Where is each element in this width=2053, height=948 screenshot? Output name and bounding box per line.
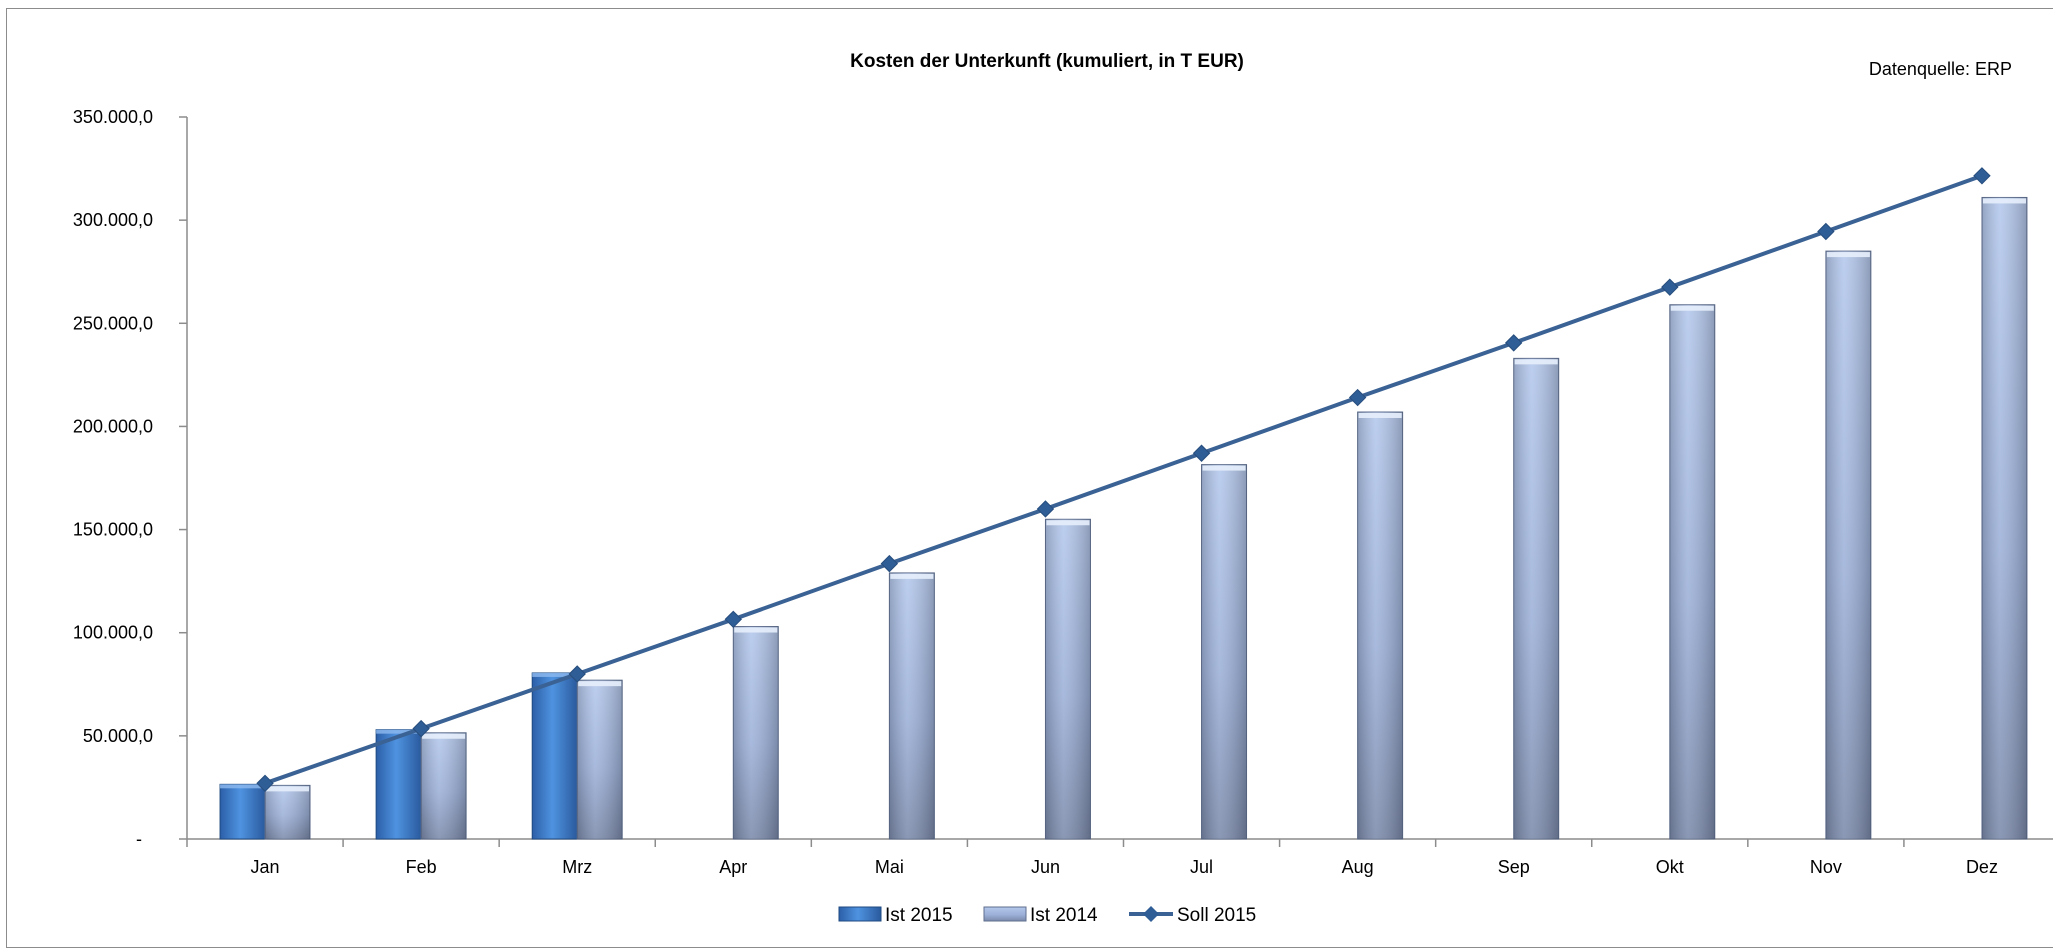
chart-title: Kosten der Unterkunft (kumuliert, in T E… bbox=[850, 51, 1244, 72]
x-tick-label: Feb bbox=[406, 857, 437, 877]
bar-ist-2014-top bbox=[1202, 465, 1246, 471]
soll-2015-point bbox=[1817, 222, 1835, 241]
legend: Ist 2015 Ist 2014 Soll 2015 bbox=[838, 905, 1256, 926]
x-tick-label: Okt bbox=[1656, 857, 1684, 877]
legend-label-ist-2015: Ist 2015 bbox=[885, 905, 953, 926]
bar-ist-2014-shade bbox=[265, 785, 311, 839]
soll-2015-point bbox=[256, 774, 274, 793]
chart-svg: Kosten der Unterkunft (kumuliert, in T E… bbox=[73, 51, 2053, 926]
legend-swatch-ist-2014 bbox=[983, 906, 1027, 922]
x-tick-label: Jul bbox=[1190, 857, 1213, 877]
soll-2015-point bbox=[1505, 334, 1523, 352]
bar-ist-2014-top bbox=[1982, 198, 2026, 204]
bar-ist-2014-shade bbox=[733, 626, 779, 839]
bar-ist-2014-shade bbox=[1201, 464, 1247, 839]
y-tick-label: 150.000,0 bbox=[73, 520, 153, 540]
legend-label-soll-2015: Soll 2015 bbox=[1177, 905, 1256, 926]
y-tick-label: 300.000,0 bbox=[73, 210, 153, 230]
bars-group bbox=[219, 196, 2028, 840]
soll-line-group bbox=[256, 167, 1991, 793]
x-tick-label: Mai bbox=[875, 857, 904, 877]
y-axis: - 50.000,0 100.000,0 150.000,0 200.000,0 250.… bbox=[73, 107, 188, 849]
y-tick-label: 50.000,0 bbox=[83, 726, 153, 746]
legend-label-ist-2014: Ist 2014 bbox=[1030, 905, 1098, 926]
bar-ist-2014-top bbox=[422, 733, 466, 739]
legend-swatch-ist-2015 bbox=[838, 906, 882, 922]
bar-ist-2015 bbox=[219, 783, 266, 840]
soll-2015-line bbox=[264, 173, 1983, 786]
chart-frame: Kosten der Unterkunft (kumuliert, in T E… bbox=[6, 8, 2053, 948]
soll-2015-point bbox=[1973, 167, 1991, 185]
x-tick-label: Sep bbox=[1498, 857, 1530, 877]
bar-ist-2014-top bbox=[1826, 252, 1870, 258]
y-tick-label: 250.000,0 bbox=[73, 313, 153, 333]
soll-2015-point bbox=[880, 554, 899, 573]
bar-ist-2014-shade bbox=[1513, 358, 1559, 839]
soll-2015-point bbox=[1036, 500, 1055, 518]
x-axis: Jan Feb Mrz Apr Mai Jun Jul Aug Sep Okt Nov Dez bbox=[186, 838, 2053, 877]
bar-ist-2014-shade bbox=[577, 680, 623, 839]
x-tick-label: Jun bbox=[1031, 857, 1060, 877]
bar-ist-2014-top bbox=[1358, 412, 1402, 418]
legend-swatch-soll-2015-marker bbox=[1143, 906, 1159, 922]
x-tick-label: Aug bbox=[1342, 857, 1374, 877]
bar-ist-2015-top bbox=[532, 672, 578, 677]
source-note: Datenquelle: ERP bbox=[1869, 59, 2012, 79]
bar-ist-2014-top bbox=[266, 786, 310, 792]
bar-ist-2014-top bbox=[890, 573, 934, 579]
soll-2015-point bbox=[1192, 444, 1211, 462]
soll-2015-point bbox=[1348, 388, 1367, 407]
bar-ist-2014-top bbox=[1514, 359, 1558, 365]
soll-2015-point bbox=[568, 665, 586, 683]
bar-ist-2014-shade bbox=[1045, 519, 1091, 839]
x-tick-label: Apr bbox=[719, 857, 747, 877]
bar-ist-2014-shade bbox=[1981, 197, 2027, 840]
y-tick-label: 200.000,0 bbox=[73, 416, 153, 436]
bar-ist-2014-shade bbox=[889, 572, 935, 839]
bar-ist-2014-shade bbox=[1669, 304, 1715, 840]
bar-ist-2015 bbox=[531, 672, 578, 840]
y-tick-label: - bbox=[136, 829, 142, 849]
x-tick-label: Mrz bbox=[562, 857, 592, 877]
bar-ist-2014-top bbox=[578, 681, 622, 687]
y-tick-label: 350.000,0 bbox=[73, 107, 153, 127]
x-tick-label: Nov bbox=[1810, 857, 1842, 877]
bar-ist-2015-top bbox=[220, 784, 266, 789]
y-tick-label: 100.000,0 bbox=[73, 623, 153, 643]
x-tick-label: Dez bbox=[1966, 857, 1998, 877]
x-tick-label: Jan bbox=[251, 857, 280, 877]
bar-ist-2014-shade bbox=[421, 732, 467, 839]
bar-ist-2014-top bbox=[734, 627, 778, 633]
bar-ist-2015-top bbox=[376, 729, 422, 734]
bar-ist-2014-top bbox=[1670, 305, 1714, 311]
soll-2015-point bbox=[724, 610, 742, 629]
soll-2015-point bbox=[412, 719, 430, 738]
bar-ist-2015 bbox=[375, 729, 422, 840]
bar-ist-2014-top bbox=[1046, 520, 1090, 526]
bar-ist-2014-shade bbox=[1825, 251, 1871, 840]
soll-2015-point bbox=[1661, 278, 1679, 296]
bar-ist-2014-shade bbox=[1357, 411, 1403, 839]
